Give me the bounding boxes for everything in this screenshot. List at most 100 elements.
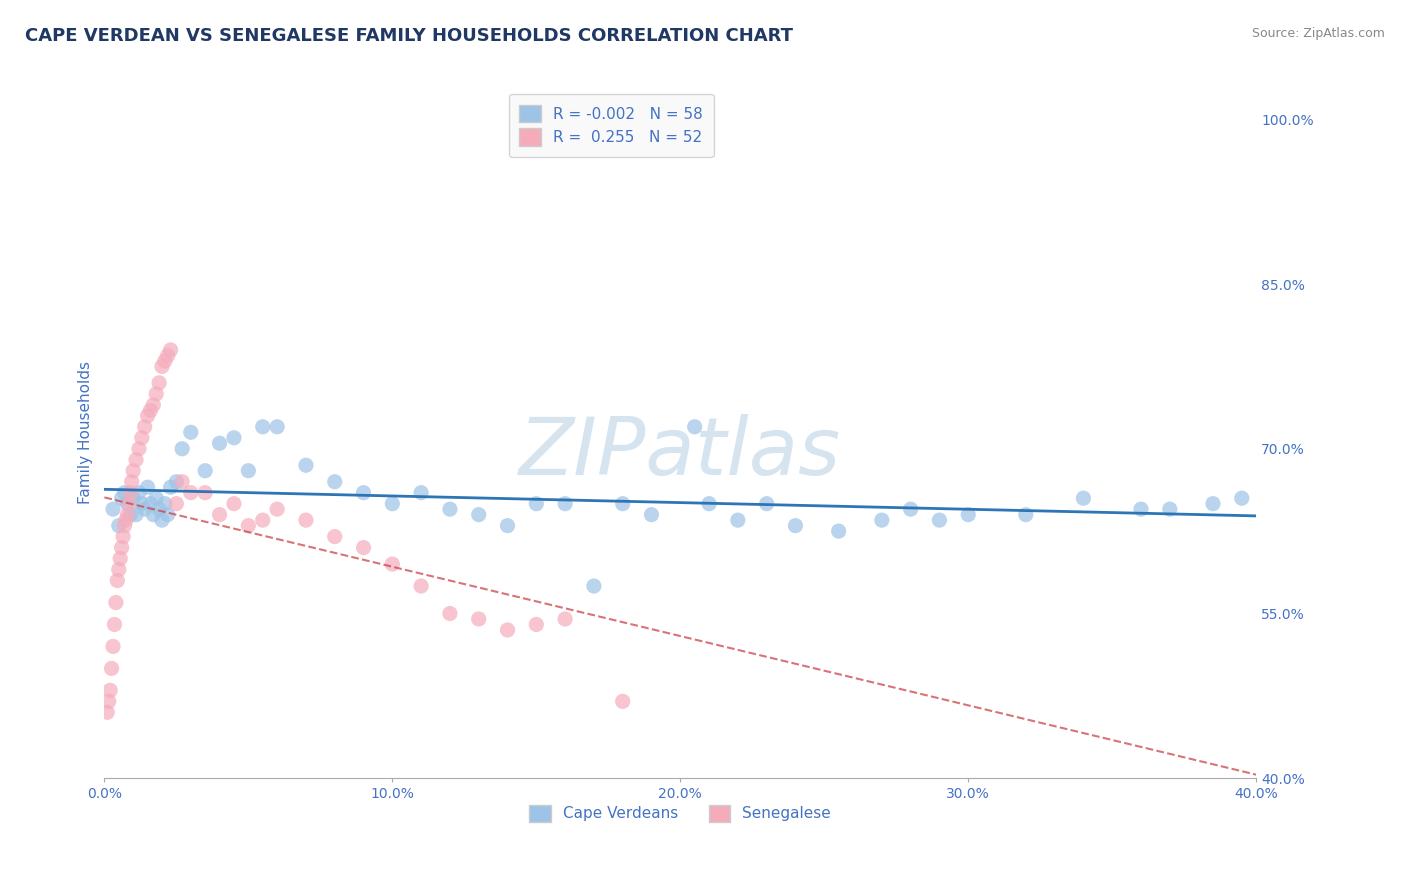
Point bbox=[104, 595, 127, 609]
Point bbox=[238, 518, 260, 533]
Point bbox=[439, 607, 461, 621]
Point bbox=[172, 442, 194, 456]
Point bbox=[727, 513, 749, 527]
Point bbox=[208, 508, 231, 522]
Point bbox=[97, 694, 120, 708]
Point bbox=[194, 464, 217, 478]
Point bbox=[105, 574, 128, 588]
Point bbox=[222, 431, 245, 445]
Point bbox=[1159, 502, 1181, 516]
Point bbox=[411, 485, 433, 500]
Point bbox=[120, 508, 142, 522]
Point bbox=[148, 502, 170, 516]
Point bbox=[165, 475, 187, 489]
Point bbox=[125, 508, 148, 522]
Point bbox=[582, 579, 605, 593]
Point bbox=[98, 683, 121, 698]
Point bbox=[128, 485, 150, 500]
Point bbox=[150, 513, 173, 527]
Point bbox=[957, 508, 980, 522]
Point bbox=[683, 419, 706, 434]
Point bbox=[117, 497, 139, 511]
Point bbox=[125, 452, 148, 467]
Point bbox=[101, 502, 124, 516]
Point bbox=[145, 491, 167, 506]
Point bbox=[107, 563, 129, 577]
Point bbox=[870, 513, 893, 527]
Point bbox=[122, 464, 145, 478]
Text: CAPE VERDEAN VS SENEGALESE FAMILY HOUSEHOLDS CORRELATION CHART: CAPE VERDEAN VS SENEGALESE FAMILY HOUSEH… bbox=[25, 27, 793, 45]
Point bbox=[928, 513, 950, 527]
Point bbox=[131, 431, 153, 445]
Point bbox=[114, 485, 136, 500]
Point bbox=[1130, 502, 1153, 516]
Point bbox=[142, 398, 165, 412]
Point bbox=[295, 513, 318, 527]
Point bbox=[101, 640, 124, 654]
Point bbox=[121, 475, 143, 489]
Point bbox=[180, 485, 202, 500]
Point bbox=[295, 458, 318, 473]
Point bbox=[100, 661, 122, 675]
Point bbox=[612, 497, 634, 511]
Point bbox=[208, 436, 231, 450]
Point bbox=[496, 623, 519, 637]
Point bbox=[153, 354, 176, 368]
Point bbox=[640, 508, 662, 522]
Text: Source: ZipAtlas.com: Source: ZipAtlas.com bbox=[1251, 27, 1385, 40]
Point bbox=[111, 541, 134, 555]
Point bbox=[159, 343, 181, 357]
Point bbox=[697, 497, 720, 511]
Point bbox=[117, 508, 139, 522]
Point bbox=[238, 464, 260, 478]
Point bbox=[172, 475, 194, 489]
Point bbox=[136, 409, 159, 423]
Point bbox=[118, 497, 141, 511]
Point bbox=[1015, 508, 1038, 522]
Point bbox=[115, 513, 138, 527]
Point bbox=[1073, 491, 1095, 506]
Point bbox=[381, 557, 404, 571]
Point bbox=[136, 480, 159, 494]
Point bbox=[107, 518, 129, 533]
Point bbox=[180, 425, 202, 440]
Point bbox=[266, 502, 288, 516]
Point bbox=[122, 491, 145, 506]
Point bbox=[827, 524, 849, 538]
Point bbox=[128, 442, 150, 456]
Point bbox=[755, 497, 778, 511]
Point bbox=[439, 502, 461, 516]
Point bbox=[612, 694, 634, 708]
Point bbox=[381, 497, 404, 511]
Point bbox=[156, 508, 179, 522]
Point bbox=[165, 497, 187, 511]
Point bbox=[467, 508, 489, 522]
Point bbox=[252, 419, 274, 434]
Point bbox=[222, 497, 245, 511]
Point bbox=[145, 387, 167, 401]
Point bbox=[111, 491, 134, 506]
Point bbox=[1230, 491, 1253, 506]
Point bbox=[96, 706, 118, 720]
Point bbox=[323, 530, 346, 544]
Point bbox=[524, 617, 547, 632]
Point bbox=[156, 348, 179, 362]
Point bbox=[103, 617, 125, 632]
Point bbox=[524, 497, 547, 511]
Point bbox=[1202, 497, 1225, 511]
Point bbox=[900, 502, 922, 516]
Point bbox=[150, 359, 173, 374]
Point bbox=[134, 502, 156, 516]
Point bbox=[153, 497, 176, 511]
Point bbox=[142, 508, 165, 522]
Point bbox=[159, 480, 181, 494]
Point bbox=[353, 541, 375, 555]
Point bbox=[110, 551, 132, 566]
Point bbox=[554, 497, 576, 511]
Point bbox=[112, 530, 135, 544]
Legend: Cape Verdeans, Senegalese: Cape Verdeans, Senegalese bbox=[519, 794, 842, 833]
Point bbox=[353, 485, 375, 500]
Point bbox=[139, 403, 162, 417]
Point bbox=[148, 376, 170, 390]
Point bbox=[411, 579, 433, 593]
